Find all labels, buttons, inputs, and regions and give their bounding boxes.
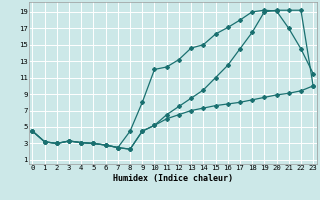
X-axis label: Humidex (Indice chaleur): Humidex (Indice chaleur) <box>113 174 233 183</box>
